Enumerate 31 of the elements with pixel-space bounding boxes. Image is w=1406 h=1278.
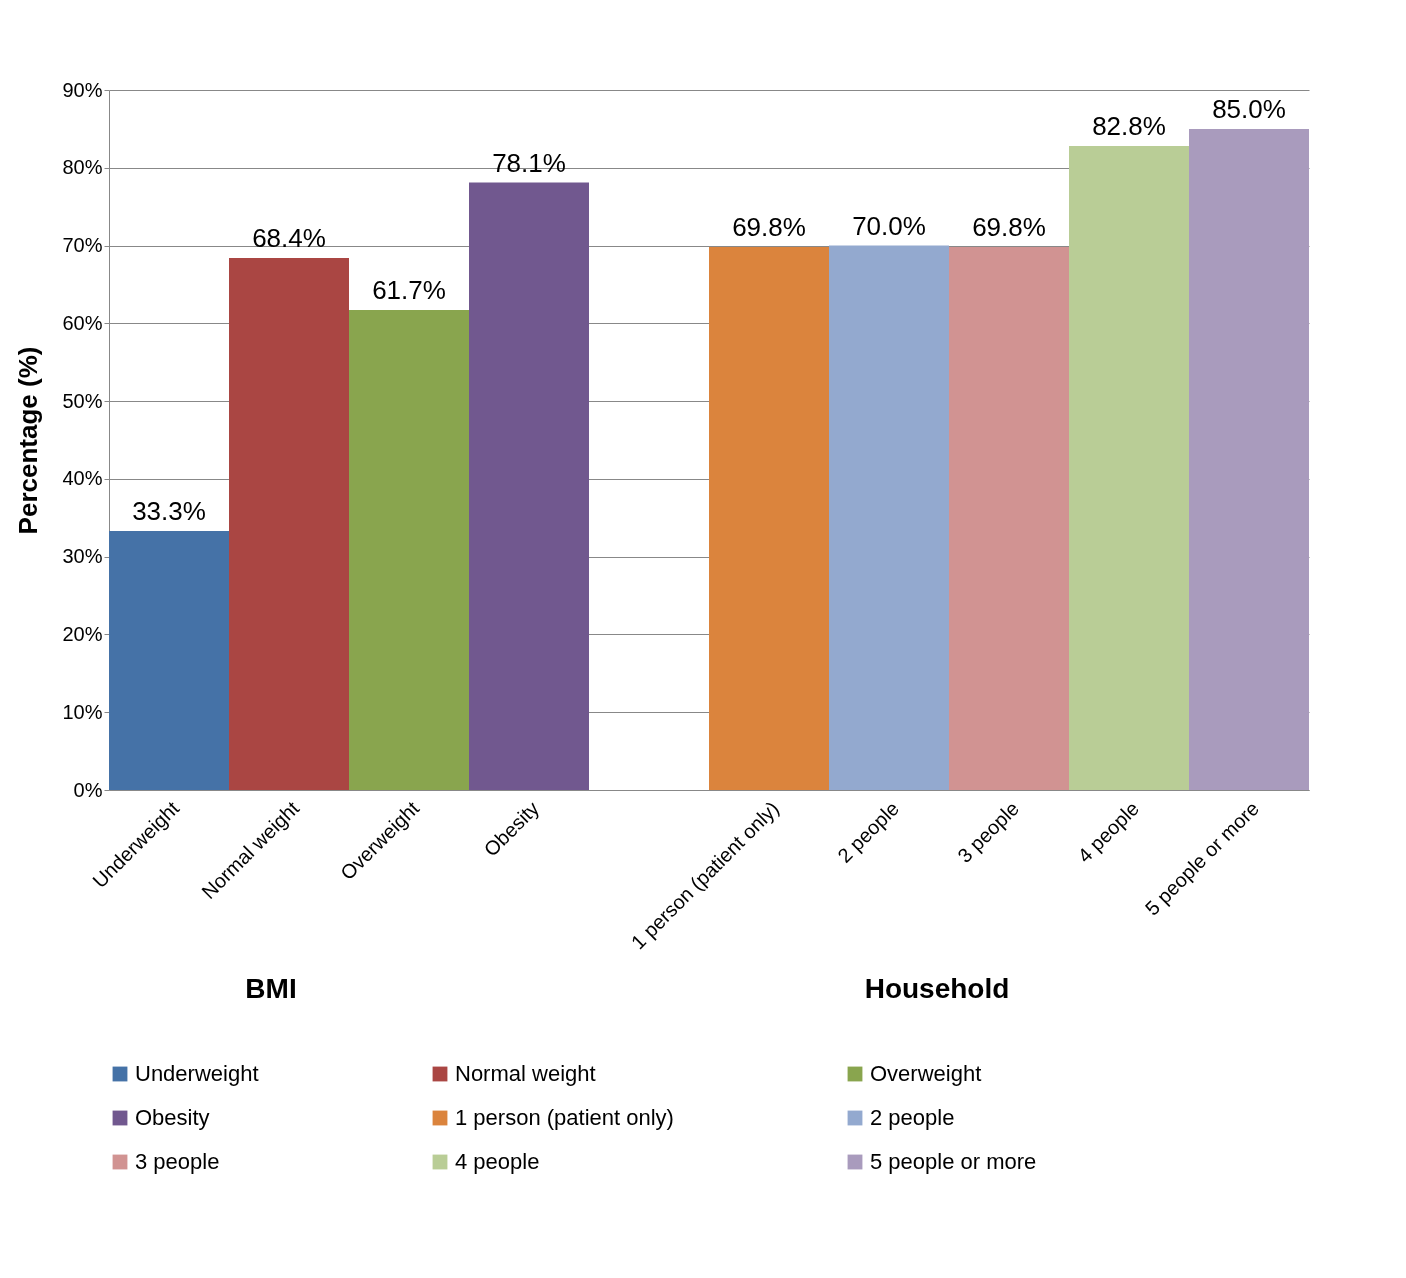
legend-label: 3 people [135,1149,220,1174]
legend-label: Overweight [870,1061,982,1086]
y-tick-label: 80% [62,156,103,179]
legend-label: Underweight [135,1061,259,1086]
legend-label: Obesity [135,1105,210,1130]
legend-label: 5 people or more [870,1149,1037,1174]
data-label: 69.8% [972,212,1046,243]
data-label: 69.8% [732,212,806,243]
legend-label: 1 person (patient only) [455,1105,674,1130]
text: BMI [245,973,297,1004]
y-tick-label: 30% [62,545,103,568]
y-axis-title: Percentage (%) [13,346,44,535]
data-label: 61.7% [372,275,446,306]
text: Household [864,973,1010,1004]
data-label: 85.0% [1212,93,1286,124]
data-label: 68.4% [252,223,326,253]
y-tick-label: 40% [62,467,103,490]
data-label: 78.1% [492,147,566,178]
y-tick-label: 20% [62,622,103,645]
y-tick-label: 50% [62,389,103,412]
y-tick-label: 70% [62,234,103,257]
data-label: 33.3% [132,496,206,526]
y-tick-label: 10% [62,700,103,723]
data-label: 70.0% [852,210,926,241]
y-tick-label: 90% [62,78,103,101]
y-tick-label: 0% [73,778,103,801]
legend-label: 2 people [870,1105,955,1130]
legend-label: Normal weight [455,1061,596,1086]
legend-label: 4 people [455,1149,540,1174]
y-tick-label: 60% [62,311,103,334]
data-label: 82.8% [1092,111,1166,141]
